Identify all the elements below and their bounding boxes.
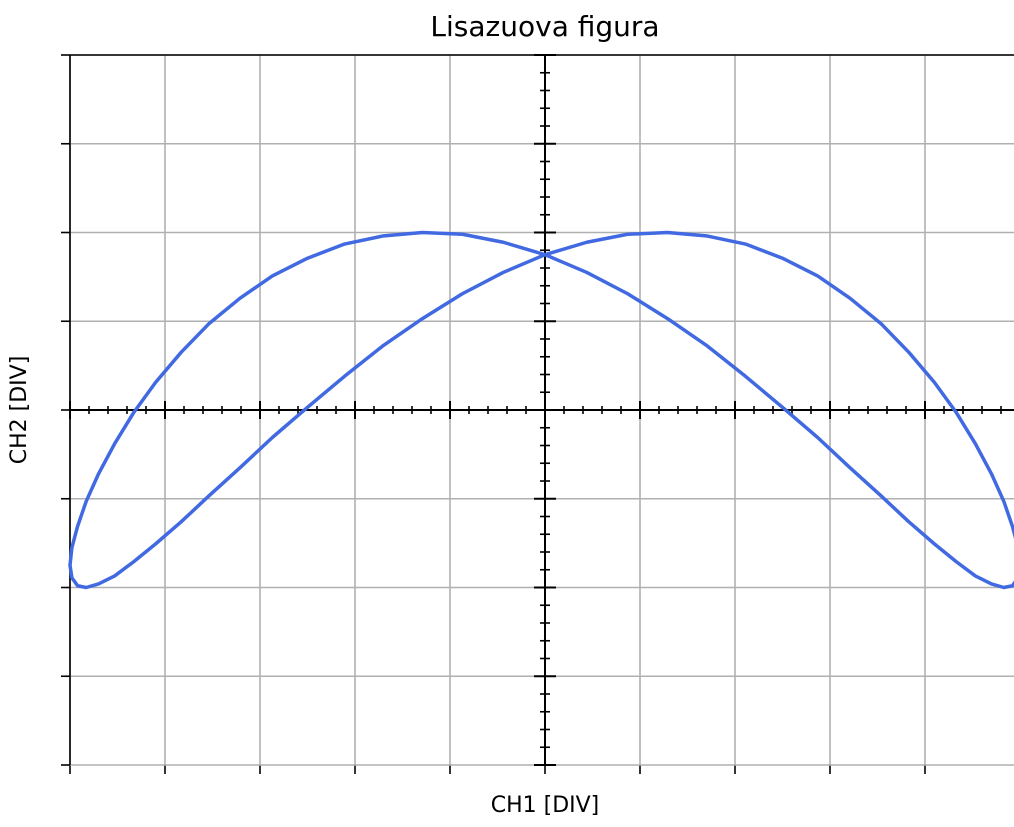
y-axis-label: CH2 [DIV] [7,356,32,465]
lissajous-curve [68,230,1014,590]
x-axis-label: CH1 [DIV] [491,793,600,818]
chart-title: Lisazuova figura [430,10,659,43]
